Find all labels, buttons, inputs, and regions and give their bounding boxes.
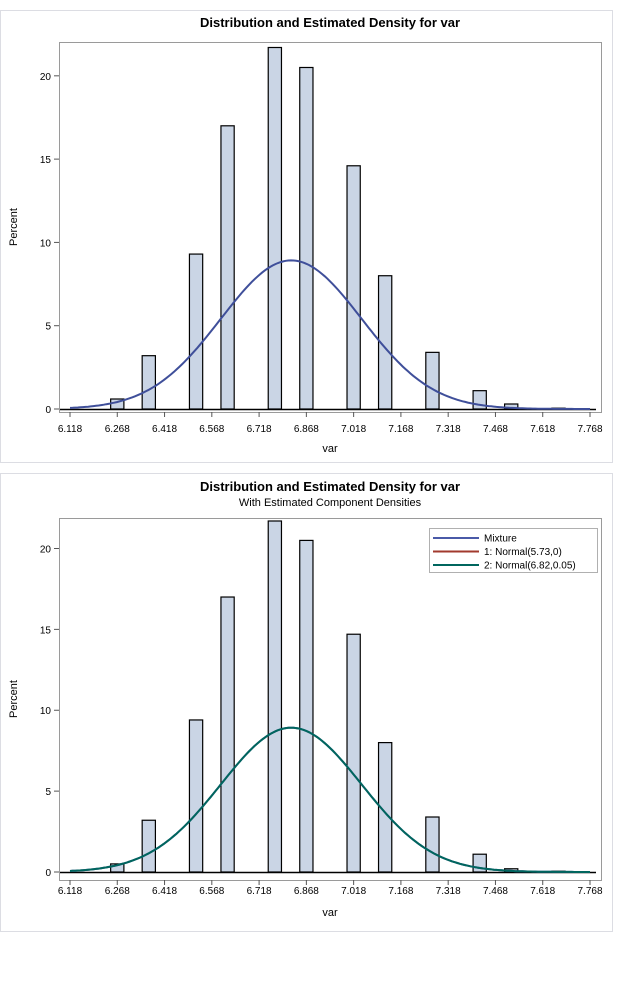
- histogram-bar: [299, 66, 314, 410]
- x-tick-label: 7.168: [388, 886, 413, 897]
- legend-label: 1: Normal(5.73,0): [484, 547, 562, 558]
- y-tick-label: 0: [45, 868, 51, 879]
- x-tick-label: 6.268: [105, 886, 130, 897]
- x-tick-label: 6.118: [58, 886, 83, 897]
- histogram-bar: [425, 816, 440, 873]
- y-tick-label: 15: [40, 625, 52, 636]
- y-tick-label: 0: [45, 405, 51, 416]
- x-tick-label: 6.568: [199, 886, 224, 897]
- histogram-bar: [220, 125, 235, 410]
- x-tick-label: 6.718: [247, 886, 272, 897]
- x-axis-label: var: [322, 907, 338, 919]
- x-tick-label: 7.018: [341, 424, 366, 435]
- y-tick-label: 15: [40, 155, 52, 166]
- chart-2: Distribution and Estimated Density for v…: [0, 473, 613, 932]
- x-tick-label: 7.318: [436, 886, 461, 897]
- histogram-bar: [267, 520, 283, 873]
- x-tick-label: 7.468: [483, 886, 508, 897]
- y-tick-label: 5: [45, 322, 51, 333]
- y-tick-label: 5: [45, 787, 51, 798]
- x-tick-label: 7.468: [483, 424, 508, 435]
- y-axis-label: Percent: [8, 208, 20, 246]
- legend: Mixture 1: Normal(5.73,0) 2: Normal(6.82,0…: [429, 528, 598, 573]
- x-tick-label: 7.168: [388, 424, 413, 435]
- x-tick-label: 6.418: [152, 424, 177, 435]
- x-tick-label: 7.618: [530, 886, 555, 897]
- x-tick-label: 6.268: [105, 424, 130, 435]
- x-tick-label: 6.568: [199, 424, 224, 435]
- chart-1: Distribution and Estimated Density for v…: [0, 10, 613, 463]
- histogram-bar: [141, 355, 157, 410]
- histogram-bar: [346, 633, 361, 873]
- histogram-bar: [425, 351, 440, 410]
- chart-title: Distribution and Estimated Density for v…: [200, 15, 460, 30]
- histogram-bar: [267, 46, 283, 410]
- x-tick-label: 6.868: [294, 886, 319, 897]
- y-tick-label: 20: [40, 544, 52, 555]
- x-tick-label: 7.018: [341, 886, 366, 897]
- x-tick-label: 6.718: [247, 424, 272, 435]
- density-curve-1: [69, 259, 590, 410]
- histogram-bar: [299, 539, 314, 873]
- x-tick-label: 7.768: [577, 424, 602, 435]
- y-tick-label: 10: [40, 706, 52, 717]
- legend-label: Mixture: [484, 534, 517, 545]
- histogram-bar: [220, 596, 235, 873]
- histogram-bar: [141, 819, 157, 873]
- x-tick-label: 7.768: [577, 886, 602, 897]
- y-axis-label: Percent: [8, 680, 20, 718]
- x-tick-label: 6.418: [152, 886, 177, 897]
- y-tick-label: 20: [40, 72, 52, 83]
- legend-label: 2: Normal(6.82,0.05): [484, 561, 576, 572]
- x-tick-label: 7.618: [530, 424, 555, 435]
- histogram-bar: [188, 253, 204, 410]
- x-tick-label: 6.868: [294, 424, 319, 435]
- y-tick-label: 10: [40, 238, 52, 249]
- x-tick-label: 7.318: [436, 424, 461, 435]
- density-curve-2: [69, 726, 590, 873]
- x-tick-label: 6.118: [58, 424, 83, 435]
- chart-title: Distribution and Estimated Density for v…: [200, 479, 460, 494]
- x-axis-label: var: [322, 443, 338, 455]
- histogram-bar: [346, 165, 361, 410]
- histogram-bar: [188, 719, 204, 873]
- plot-area: [59, 42, 602, 413]
- chart-subtitle: With Estimated Component Densities: [239, 497, 422, 509]
